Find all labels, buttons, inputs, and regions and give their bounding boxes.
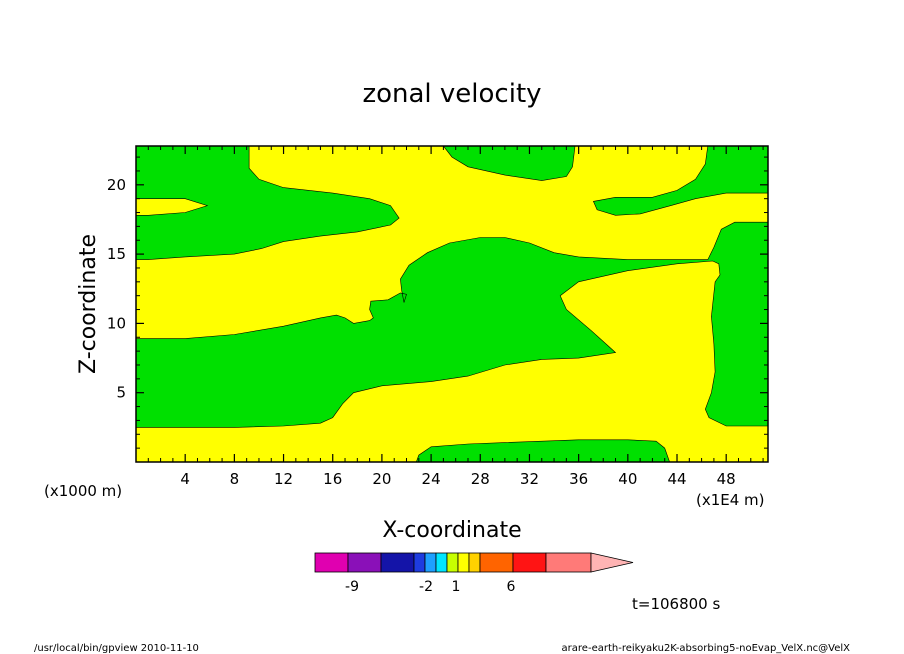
contour-region-2 — [442, 145, 576, 181]
colorbar-segment-9 — [479, 552, 514, 573]
x-tick-label: 44 — [667, 470, 686, 488]
y-tick-label: 20 — [107, 176, 126, 194]
chart-title: zonal velocity — [362, 79, 541, 109]
contour-region-0 — [135, 145, 400, 260]
contour-region-3 — [592, 145, 769, 216]
x-tick-label: 16 — [323, 470, 342, 488]
colorbar-segment-8 — [468, 552, 481, 573]
y-tick-label: 10 — [107, 314, 126, 332]
contour-region-5 — [415, 439, 671, 463]
x-tick-label: 28 — [471, 470, 490, 488]
x-tick-label: 48 — [717, 470, 736, 488]
contour-regions — [135, 145, 769, 463]
colorbar-extend-arrow — [590, 552, 634, 573]
y-axis-label: Z-coordinate — [76, 234, 101, 374]
colorbar-segment-1 — [347, 552, 382, 573]
colorbar: -9 -2 1 6 — [314, 552, 634, 595]
y-tick-label: 5 — [116, 384, 126, 402]
x-tick-label: 36 — [569, 470, 588, 488]
y-tick-label: 15 — [107, 245, 126, 263]
colorbar-segment-7 — [457, 552, 470, 573]
colorbar-label: -9 — [345, 579, 359, 595]
colorbar-segment-4 — [424, 552, 437, 573]
x-tick-label: 40 — [618, 470, 637, 488]
colorbar-segment-11 — [545, 552, 592, 573]
plot-frame — [135, 145, 769, 463]
x-axis-ticks: 4 8 12 16 20 24 28 32 36 40 44 48 — [147, 146, 764, 488]
x-tick-label: 4 — [180, 470, 190, 488]
colorbar-segment-5 — [435, 552, 448, 573]
contour-region-4 — [135, 221, 769, 428]
y-unit-label: (x1000 m) — [44, 482, 122, 500]
y-axis-ticks: 5 10 15 20 — [107, 156, 768, 449]
colorbar-label: -2 — [419, 579, 433, 595]
x-tick-label: 24 — [422, 470, 441, 488]
x-tick-label: 32 — [520, 470, 539, 488]
colorbar-segment-3 — [413, 552, 426, 573]
colorbar-label: 1 — [452, 579, 461, 595]
colorbar-segment-0 — [314, 552, 349, 573]
x-unit-label: (x1E4 m) — [696, 491, 765, 509]
x-tick-label: 8 — [230, 470, 240, 488]
footer-right: arare-earth-reikyaku2K-absorbing5-noEvap… — [562, 643, 851, 654]
time-label: t=106800 s — [632, 595, 720, 613]
colorbar-segment-2 — [380, 552, 415, 573]
colorbar-segment-10 — [512, 552, 547, 573]
footer-left: /usr/local/bin/gpview 2010-11-10 — [34, 643, 199, 654]
x-axis-label: X-coordinate — [382, 518, 521, 543]
colorbar-label: 6 — [507, 579, 516, 595]
colorbar-segment-6 — [446, 552, 459, 573]
x-tick-label: 12 — [274, 470, 293, 488]
x-tick-label: 20 — [372, 470, 391, 488]
